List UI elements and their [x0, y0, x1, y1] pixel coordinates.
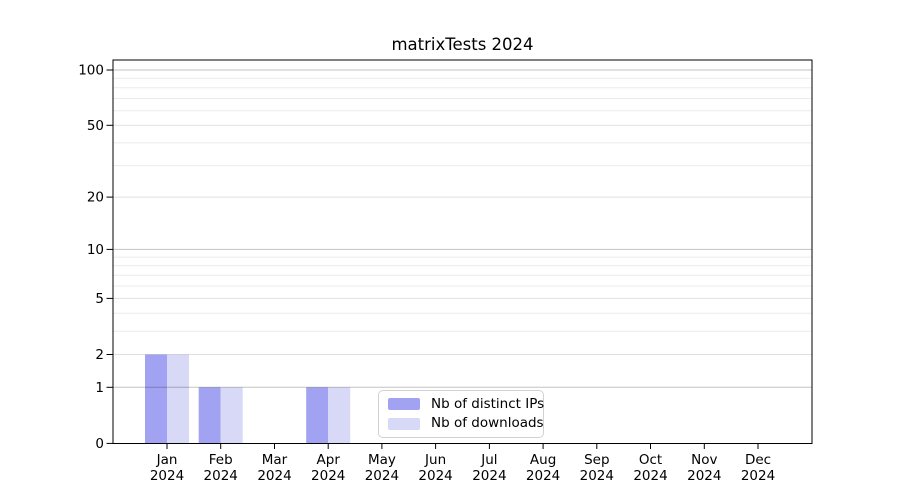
bar-apr-s0 — [306, 387, 329, 444]
bar-feb-s0 — [198, 387, 221, 444]
y-tick-label: 20 — [87, 190, 104, 206]
x-tick-label: Dec 2024 — [741, 452, 775, 484]
chart-title: matrixTests 2024 — [391, 35, 534, 54]
x-tick-label: Nov 2024 — [687, 452, 721, 484]
legend-item-downloads: Nb of downloads — [388, 416, 544, 431]
x-tick-label: Jun 2024 — [418, 452, 452, 484]
x-tick-label: Sep 2024 — [580, 452, 614, 484]
legend: Nb of distinct IPs Nb of downloads — [378, 390, 544, 438]
x-tick-label: Aug 2024 — [526, 452, 560, 484]
plot-border — [112, 59, 813, 444]
x-tick-label: May 2024 — [365, 452, 399, 484]
bar-jan-s1 — [167, 354, 189, 444]
y-tick-label: 1 — [95, 380, 104, 396]
y-tick-label: 50 — [87, 118, 104, 134]
bar-apr-s1 — [328, 387, 351, 444]
y-tick-label: 10 — [87, 242, 104, 258]
legend-item-distinct-ips: Nb of distinct IPs — [388, 397, 544, 412]
legend-swatch-downloads — [388, 417, 420, 430]
legend-label-downloads: Nb of downloads — [431, 415, 544, 431]
y-tick-label: 2 — [95, 347, 104, 363]
x-tick-label: Feb 2024 — [204, 452, 238, 484]
x-tick-label: Mar 2024 — [257, 452, 291, 484]
x-tick-label: Jul 2024 — [472, 452, 506, 484]
y-tick-label: 5 — [95, 291, 104, 307]
x-tick-label: Oct 2024 — [633, 452, 667, 484]
y-tick-label: 100 — [78, 63, 104, 79]
x-tick-label: Apr 2024 — [311, 452, 345, 484]
x-tick-label: Jan 2024 — [150, 452, 184, 484]
bar-jan-s0 — [145, 354, 167, 444]
bar-feb-s1 — [220, 387, 243, 444]
legend-swatch-distinct-ips — [388, 398, 420, 411]
y-tick-label: 0 — [95, 436, 104, 452]
legend-label-distinct-ips: Nb of distinct IPs — [431, 395, 545, 412]
